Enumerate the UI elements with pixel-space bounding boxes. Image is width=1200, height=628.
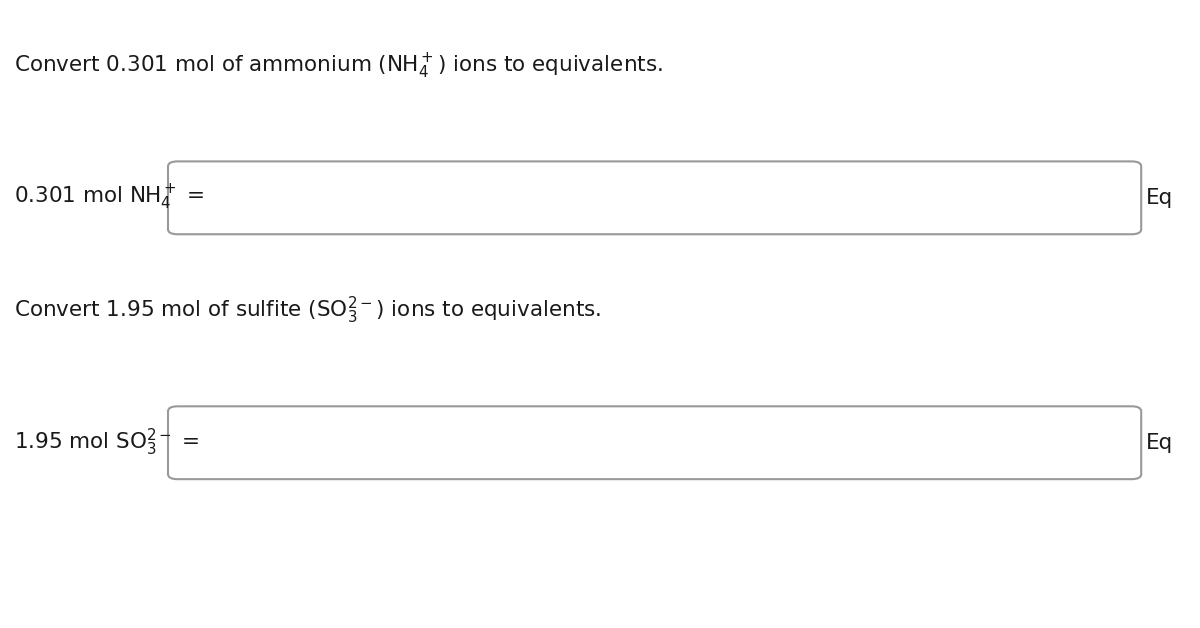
Text: Convert 1.95 mol of sulfite (SO$_3^{2-}$) ions to equivalents.: Convert 1.95 mol of sulfite (SO$_3^{2-}$…	[14, 295, 602, 327]
Text: Eq: Eq	[1146, 188, 1174, 208]
Text: 1.95 mol SO$_3^{2-}$ =: 1.95 mol SO$_3^{2-}$ =	[14, 427, 200, 458]
Text: Convert 0.301 mol of ammonium (NH$_4^+$) ions to equivalents.: Convert 0.301 mol of ammonium (NH$_4^+$)…	[14, 51, 664, 80]
Text: 0.301 mol NH$_4^+$ =: 0.301 mol NH$_4^+$ =	[14, 183, 205, 212]
Text: Eq: Eq	[1146, 433, 1174, 453]
